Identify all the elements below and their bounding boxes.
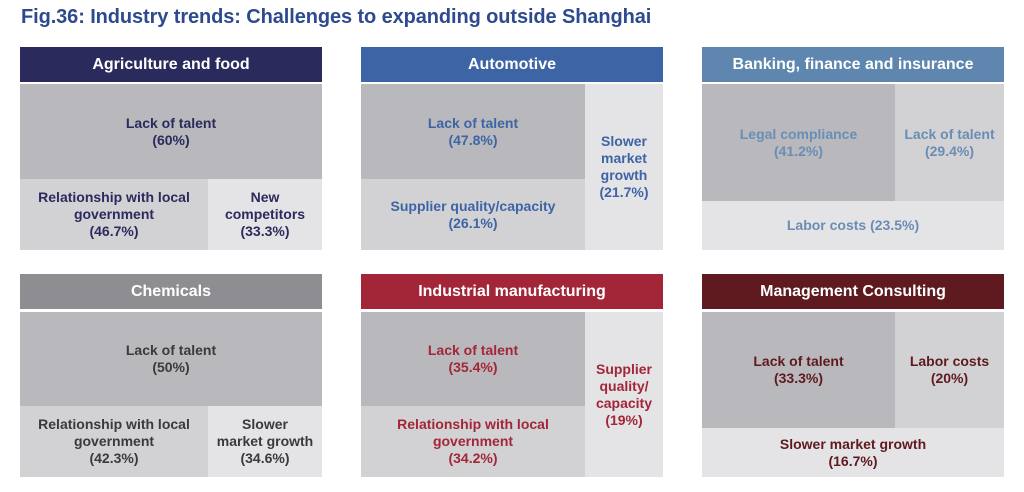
panel-header: Management Consulting [702, 274, 1004, 309]
cell-label: Labor costs (23.5%) [786, 217, 920, 233]
cell-label: Lack of talent [753, 353, 844, 369]
panel-header: Banking, finance and insurance [702, 47, 1004, 82]
treemap-cell: Supplier quality/capacity (19%) [585, 312, 663, 477]
cell-label: Relationship with local government [397, 416, 549, 449]
treemap-cell: Slower market growth (16.7%) [702, 428, 1004, 477]
panel-banking-finance-and-insurance: Banking, finance and insurance Legal comp… [702, 47, 1004, 250]
cell-value: (34.2%) [448, 450, 498, 466]
cell-value: (19%) [605, 411, 643, 428]
treemap-cell: Lack of talent (35.4%) [361, 312, 585, 406]
cell-label: Slower market growth [600, 133, 648, 183]
cell-label: Supplier quality/capacity [390, 197, 556, 214]
figure-title: Fig.36: Industry trends: Challenges to e… [21, 6, 652, 28]
panel-header: Chemicals [20, 274, 322, 309]
panel-chemicals: Chemicals Lack of talent (50%) Relationship… [20, 274, 322, 477]
cell-label: New competitors [224, 189, 306, 222]
treemap-cell: Slower market growth (21.7%) [585, 84, 663, 250]
treemap-cell: Legal compliance (41.2%) [702, 84, 895, 201]
treemap-cell: Relationship with local government (42.3%) [20, 406, 208, 477]
treemap-cell: Supplier quality/capacity (26.1%) [361, 179, 585, 250]
treemap-cell: Relationship with local government (34.2%) [361, 406, 585, 477]
treemap-cell: Slower market growth (34.6%) [208, 406, 322, 477]
cell-label: Relationship with local government [38, 189, 190, 222]
panel-header: Industrial manufacturing [361, 274, 663, 309]
treemap-cell: Lack of talent (47.8%) [361, 84, 585, 179]
cell-label: Lack of talent [427, 342, 519, 358]
cell-label: Slower market growth [779, 435, 927, 452]
cell-value: (50%) [152, 359, 190, 375]
cell-label: Lack of talent [125, 342, 217, 358]
panel-management-consulting: Management Consulting Lack of talent (33.3… [702, 274, 1004, 477]
panel-header: Agriculture and food [20, 47, 322, 82]
cell-value: (20%) [930, 370, 969, 386]
cell-value: (29.4%) [924, 142, 975, 159]
cell-label: Lack of talent [125, 114, 217, 131]
cell-value: (46.7%) [89, 223, 139, 239]
cell-value: (33.3%) [240, 223, 290, 239]
treemap-cell: Lack of talent (33.3%) [702, 312, 895, 428]
cell-value: (21.7%) [599, 184, 649, 200]
panel-agriculture-and-food: Agriculture and food Lack of talent (60%) R… [20, 47, 322, 250]
cell-value: (41.2%) [773, 142, 823, 159]
cell-value: (47.8%) [448, 131, 498, 148]
cell-value: (42.3%) [89, 450, 139, 466]
treemap-cell: Lack of talent (50%) [20, 312, 322, 406]
cell-value: (34.6%) [240, 450, 290, 466]
cell-label: Relationship with local government [38, 416, 190, 449]
cell-value: (33.3%) [773, 370, 824, 386]
cell-label: Lack of talent [427, 114, 519, 131]
cell-value: (26.1%) [448, 214, 498, 231]
panel-automotive: Automotive Lack of talent (47.8%) Supplier … [361, 47, 663, 250]
cell-label: Slower market growth [216, 416, 314, 449]
treemap-cell: New competitors (33.3%) [208, 179, 322, 250]
treemap-cell: Relationship with local government (46.7%) [20, 179, 208, 250]
panel-header: Automotive [361, 47, 663, 82]
cell-value: (35.4%) [448, 359, 498, 375]
cell-value: (16.7%) [828, 452, 878, 469]
cell-label: Supplier quality/capacity [595, 360, 653, 411]
treemap-cell: Lack of talent (29.4%) [895, 84, 1004, 201]
treemap-cell: Labor costs (20%) [895, 312, 1004, 428]
treemap-cell: Lack of talent (60%) [20, 84, 322, 179]
cell-label: Labor costs [909, 353, 990, 369]
cell-label: Legal compliance [739, 125, 858, 142]
panel-industrial-manufacturing: Industrial manufacturing Lack of talent (3… [361, 274, 663, 477]
treemap-cell: Labor costs (23.5%) [702, 201, 1004, 250]
cell-value: (60%) [152, 131, 190, 148]
cell-label: Lack of talent [904, 125, 995, 142]
